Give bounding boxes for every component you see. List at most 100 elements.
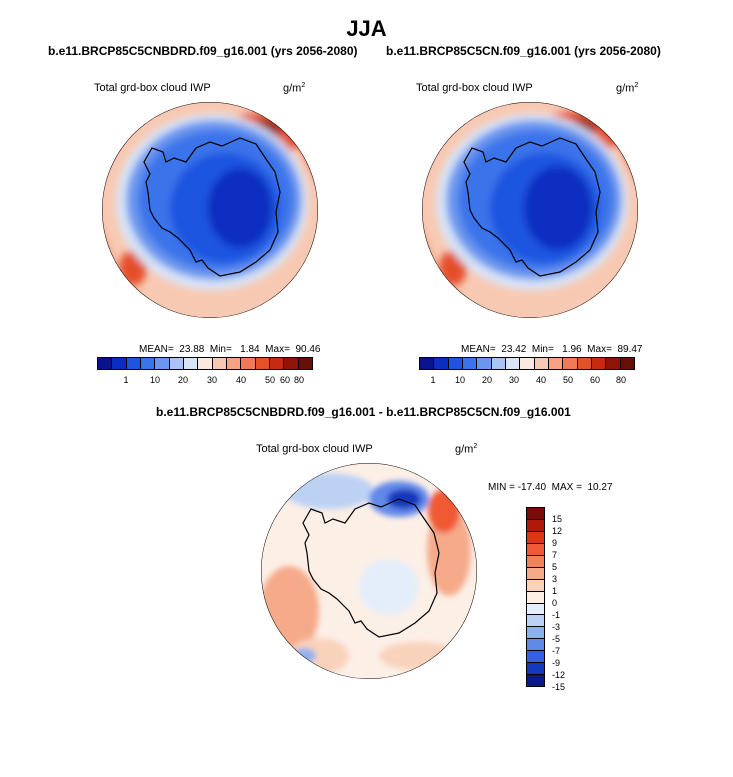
panel-diff-colorbar-tick: 9 [552,538,558,548]
main-title: JJA [346,16,387,41]
panel-diff-colorbar-tick: -5 [552,634,561,644]
panel-diff-map [261,463,477,679]
panel-1-colorbar-tick: 40 [235,375,247,385]
panel-2-map [422,102,638,318]
panel-1-colorbar-box [284,358,299,369]
panel-diff-colorbar-tick: 0 [552,598,558,608]
panel-1-colorbar-box [298,358,312,369]
panel-diff-colorbar-tick: -3 [552,622,561,632]
panel-diff-colorbar-tick: 12 [552,526,563,536]
panel-1-colorbar-box [155,358,170,369]
panel-2-colorbar-tick: 50 [562,375,574,385]
panel-1-map [102,102,318,318]
panel-diff-colorbar-tick: -9 [552,658,561,668]
panel-1-colorbar-tick: 20 [177,375,189,385]
panel-diff-colorbar-box [527,615,544,628]
panel-2-colorbar-tick: 30 [508,375,520,385]
panel-diff-field-neg-sw [292,648,316,664]
panel-diff-colorbar-box [527,591,544,604]
panel-diff-units: g/m2 [455,443,478,456]
panel-1-units: g/m2 [283,82,306,95]
panel-2-colorbar-tick: 10 [454,375,466,385]
panel-2-colorbar-box [462,358,478,369]
panel-diff-field-pos-ne [428,489,460,533]
panel-2-colorbar-box [420,358,435,369]
panel-diff-colorbar-box [527,543,544,556]
panel-diff-colorbar-box [527,579,544,592]
panel-1-colorbar-tick: 10 [149,375,161,385]
panel-diff-colorbar-box [527,555,544,568]
panel-diff-field-pos-s [379,642,459,670]
panel-1-colorbar-box [269,358,285,369]
panel-diff-field-neg-interior [359,559,419,615]
panel-2-colorbar-box [534,358,549,369]
panel-2-colorbar-box [520,358,535,369]
panel-diff-title: b.e11.BRCP85C5CNBDRD.f09_g16.001 - b.e11… [156,405,571,419]
panel-1-variable-label: Total grd-box cloud IWP [94,82,211,94]
panel-1-colorbar-tick: 60 [279,375,291,385]
panel-diff-colorbar-box [527,675,544,687]
panel-1-colorbar [97,357,313,370]
panel-diff-stats: MIN = -17.40 MAX = 10.27 [488,482,613,493]
panel-2-stats: MEAN= 23.42 Min= 1.96 Max= 89.47 [461,344,643,355]
panel-1-colorbar-box [98,358,113,369]
panel-diff-colorbar-box [527,508,544,520]
panel-diff-colorbar-box [527,603,544,616]
panel-2-title: b.e11.BRCP85C5CN.f09_g16.001 (yrs 2056-2… [386,44,661,58]
panel-diff-colorbar-box [527,567,544,580]
panel-2-colorbar-box [606,358,621,369]
panel-2-units: g/m2 [616,82,639,95]
panel-diff-colorbar-tick: -15 [552,682,566,692]
panel-2-colorbar-box [477,358,492,369]
panel-1-title: b.e11.BRCP85C5CNBDRD.f09_g16.001 (yrs 20… [48,44,358,58]
panel-diff-colorbar-tick: 7 [552,550,558,560]
panel-1-colorbar-box [255,358,270,369]
panel-diff-colorbar-box [527,627,544,640]
panel-2-colorbar-box [448,358,463,369]
panel-1-colorbar-box [212,358,227,369]
panel-2-colorbar-box [591,358,607,369]
panel-2-colorbar-tick: 80 [615,375,627,385]
panel-1-colorbar-box [169,358,184,369]
panel-diff-colorbar-tick: 5 [552,562,558,572]
panel-2-coastline [463,137,601,277]
panel-diff-colorbar-box [527,663,544,676]
panel-1-colorbar-box [140,358,156,369]
panel-2-colorbar-tick: 1 [430,375,436,385]
panel-diff-colorbar-box [527,531,544,544]
panel-diff-colorbar-tick: 1 [552,586,558,596]
panel-diff-coastline [302,498,440,638]
panel-1-coastline [143,137,281,277]
panel-2-colorbar [419,357,635,370]
panel-1-colorbar-box [226,358,242,369]
panel-2-colorbar-box [491,358,506,369]
panel-2-colorbar-box [563,358,578,369]
panel-1-colorbar-box [126,358,141,369]
panel-2-field-darkest [524,166,592,250]
panel-2-colorbar-tick: 40 [535,375,547,385]
panel-diff-colorbar-tick: 15 [552,514,563,524]
panel-diff-colorbar-tick: -1 [552,610,561,620]
panel-2-colorbar-tick: 60 [589,375,601,385]
panel-diff-colorbar [526,507,545,687]
panel-1-colorbar-box [198,358,213,369]
panel-1-colorbar-tick: 1 [123,375,129,385]
panel-diff-colorbar-box [527,519,544,532]
panel-diff-colorbar-box [527,639,544,652]
panel-diff-colorbar-tick: -7 [552,646,561,656]
panel-2-colorbar-box [434,358,449,369]
panel-2-colorbar-box [548,358,564,369]
panel-1-colorbar-tick: 30 [206,375,218,385]
panel-1-field-darkest [208,168,272,248]
panel-1-colorbar-box [183,358,199,369]
panel-2-colorbar-tick: 20 [481,375,493,385]
panel-2-colorbar-box [577,358,592,369]
panel-diff-field-pos-sw [289,638,349,674]
panel-1-colorbar-tick: 50 [264,375,276,385]
panel-1-colorbar-box [241,358,256,369]
panel-2-colorbar-box [505,358,521,369]
panel-diff-variable-label: Total grd-box cloud IWP [256,443,373,455]
panel-diff-colorbar-tick: -12 [552,670,566,680]
panel-1-colorbar-tick: 80 [293,375,305,385]
panel-1-stats: MEAN= 23.88 Min= 1.84 Max= 90.46 [139,344,321,355]
